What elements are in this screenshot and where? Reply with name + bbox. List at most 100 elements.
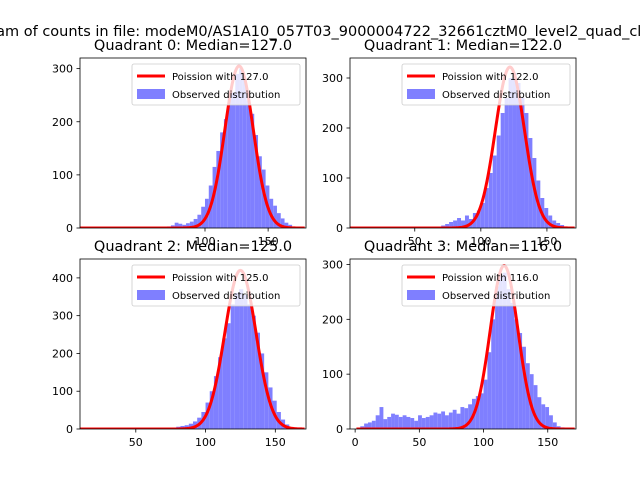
y-tick-label: 300 [322, 258, 343, 271]
histogram-bar [394, 414, 399, 429]
histogram-bar [174, 222, 179, 228]
histogram-bar [453, 220, 458, 228]
histogram-bar [178, 223, 183, 228]
legend-poisson-label: Poission with 127.0 [172, 72, 268, 83]
histogram-bar [216, 150, 221, 228]
histogram-bar [418, 415, 422, 429]
histogram-bar [484, 188, 489, 228]
y-tick-label: 300 [52, 63, 73, 76]
x-tick-label: 150 [537, 436, 558, 449]
histogram-bar [549, 415, 553, 429]
histogram-bar [239, 289, 244, 429]
histogram-bar [188, 423, 193, 429]
poisson-curve [350, 65, 576, 228]
plot-area [80, 268, 306, 429]
histogram-bar [222, 338, 227, 429]
subplots: 100 150 0 100 200 300 Poission with 127.0 Obser… [52, 38, 577, 449]
x-tick-label: 50 [412, 436, 426, 449]
histogram-bar [410, 418, 415, 429]
legend: Poission with 122.0 Observed distribution [401, 63, 571, 106]
histogram-bar [496, 135, 501, 228]
histogram-bar [464, 215, 469, 228]
legend-box [131, 264, 301, 307]
histogram-bar [234, 293, 240, 429]
legend-box [401, 264, 571, 307]
histogram-bar [483, 379, 488, 429]
histogram-bar [425, 416, 430, 429]
quadrant-title: Quadrant 1: Median=122.0 [364, 38, 562, 54]
legend-observed-label: Observed distribution [442, 90, 550, 101]
y-tick-label: 0 [66, 423, 73, 436]
histogram-bar [247, 304, 252, 429]
histogram-bar [514, 319, 519, 429]
histogram-bar [391, 413, 395, 429]
histogram-bar [528, 138, 533, 228]
histogram-bar [475, 396, 480, 429]
quadrant-2-axes: 50 100 150 0 100 200 300 400 Poission with 125.0… [52, 239, 307, 449]
histogram-bar [461, 220, 465, 228]
histogram-bar [441, 411, 446, 429]
histogram-bar [367, 422, 372, 429]
histogram-bar [445, 415, 449, 429]
quadrant-title: Quadrant 0: Median=127.0 [94, 38, 292, 54]
histogram-bar [495, 286, 499, 429]
y-tick-label: 200 [52, 347, 73, 360]
legend-poisson-label: Poission with 125.0 [172, 273, 268, 284]
histogram-bar [556, 223, 561, 228]
histogram-bar [524, 113, 529, 228]
histogram-bar [548, 215, 553, 228]
x-tick-label: 50 [408, 235, 422, 248]
plot-area [350, 65, 576, 228]
histogram-bar [448, 412, 453, 429]
histogram-bar [552, 422, 557, 429]
histogram-bar [242, 79, 247, 228]
histogram-bar [512, 73, 517, 228]
histogram-bar [456, 413, 461, 429]
histogram-bar [498, 275, 503, 429]
histogram-bar [479, 393, 484, 429]
quadrant-1-axes: 50 100 150 0 100 200 300 Poission with 122.0 Obs… [322, 38, 577, 248]
legend-bar-swatch [137, 290, 165, 300]
quadrant-0-axes: 100 150 0 100 200 300 Poission with 127.0 Obser… [52, 38, 307, 248]
histogram-bar [437, 413, 442, 429]
histogram-bar [445, 224, 450, 228]
legend-box [131, 63, 301, 106]
histogram-bar [476, 210, 481, 228]
histogram-bar [246, 100, 251, 228]
histogram-bar [502, 272, 507, 429]
histogram-bar [518, 333, 523, 429]
legend-bar-swatch [137, 89, 165, 99]
legend-observed-label: Observed distribution [442, 291, 550, 302]
x-tick-label: 150 [258, 235, 279, 248]
x-tick-label: 50 [129, 436, 143, 449]
y-tick-label: 0 [336, 222, 343, 235]
y-tick-label: 300 [52, 310, 73, 323]
y-tick-label: 100 [52, 385, 73, 398]
histogram-bar [201, 206, 205, 228]
x-tick-label: 0 [352, 436, 359, 449]
histogram-bar [182, 224, 187, 228]
plot-area [355, 264, 576, 429]
histogram-bar [508, 78, 513, 228]
legend-box [401, 63, 571, 106]
y-tick-label: 200 [322, 313, 343, 326]
legend-poisson-label: Poission with 122.0 [442, 72, 538, 83]
axes-frame [79, 57, 307, 229]
histogram-bar [276, 213, 281, 228]
histogram-bar [488, 173, 493, 228]
histogram-bar [537, 397, 542, 429]
y-tick-label: 0 [336, 423, 343, 436]
histogram-bar [205, 402, 210, 429]
histogram-bar [193, 218, 198, 228]
histogram-bar [552, 220, 557, 228]
legend: Poission with 116.0 Observed distribution [401, 264, 571, 307]
histogram-bar [213, 376, 219, 429]
histogram-bar [250, 113, 255, 228]
figure-title: Histogram of counts in file: modeM0/AS1A… [0, 24, 640, 40]
histogram-bar [259, 353, 265, 429]
histogram-bar [230, 304, 235, 429]
histogram-bar [541, 404, 546, 429]
histogram-bar [251, 315, 256, 429]
poisson-curve [80, 64, 306, 228]
